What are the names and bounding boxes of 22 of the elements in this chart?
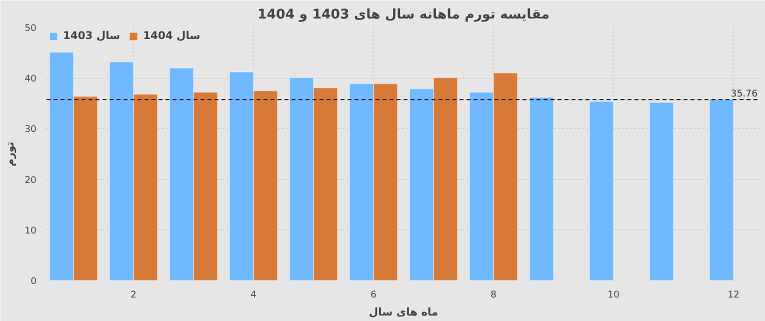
y-tick-label: 0 bbox=[30, 276, 37, 287]
bar bbox=[709, 98, 734, 280]
bar bbox=[589, 100, 614, 280]
x-tick-label: 6 bbox=[370, 290, 377, 300]
legend-label: سال 1404 bbox=[143, 29, 200, 42]
x-tick-label: 4 bbox=[250, 290, 257, 300]
legend-label: سال 1403 bbox=[63, 29, 120, 42]
x-axis-title: ماه های سال bbox=[368, 306, 438, 318]
y-tick-label: 50 bbox=[24, 23, 37, 34]
y-tick-label: 20 bbox=[24, 174, 37, 186]
x-tick-label: 10 bbox=[608, 290, 620, 300]
ref-line-label: 35.76 bbox=[730, 88, 758, 100]
bar bbox=[529, 96, 554, 280]
y-tick-label: 30 bbox=[24, 124, 37, 136]
x-tick-label: 12 bbox=[728, 290, 740, 300]
x-tick-label: 8 bbox=[490, 290, 497, 300]
chart-title: مقایسه تورم ماهانه سال های 1403 و 1404 bbox=[258, 8, 550, 22]
y-tick-label: 10 bbox=[24, 225, 37, 236]
x-tick-label: 2 bbox=[130, 290, 136, 300]
y-tick-label: 40 bbox=[24, 74, 37, 85]
bar bbox=[649, 102, 674, 280]
y-axis-title: تورم bbox=[4, 142, 17, 166]
